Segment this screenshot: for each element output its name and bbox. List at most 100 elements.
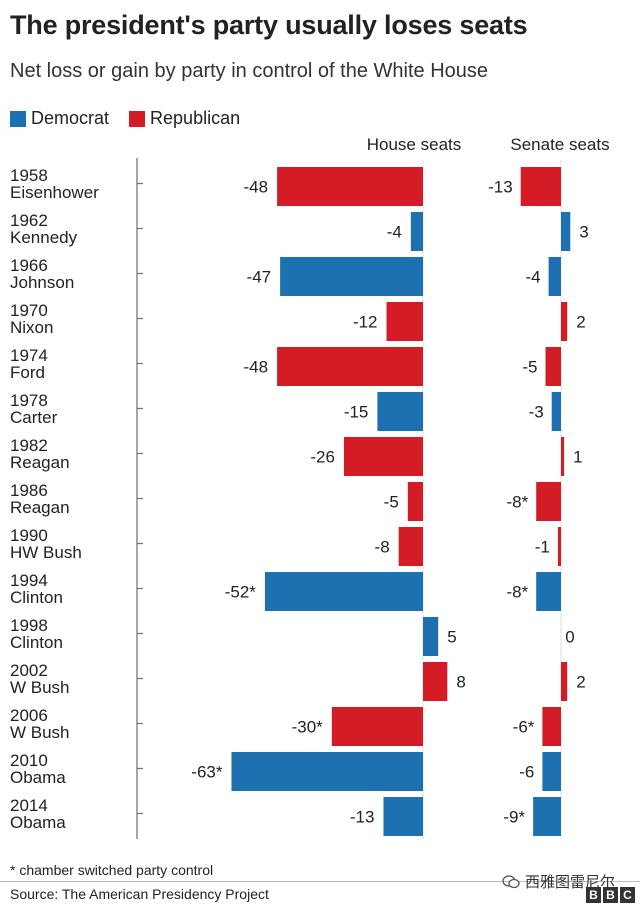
senate-bar — [545, 347, 561, 386]
legend-democrat-label: Democrat — [31, 108, 110, 128]
house-bar — [231, 752, 423, 791]
watermark: 西雅图雷尼尔 — [502, 871, 615, 892]
panel-label-house: House seats — [367, 135, 462, 154]
legend-republican-label: Republican — [150, 108, 241, 128]
house-value-label: -15 — [344, 403, 369, 422]
senate-bar — [548, 257, 561, 296]
legend-democrat: Democrat — [10, 108, 109, 129]
house-bar — [277, 167, 423, 206]
house-value-label: -13 — [350, 808, 375, 827]
row-year-label: 1970 — [10, 301, 48, 320]
row-year-label: 2014 — [10, 796, 48, 815]
house-bar — [407, 482, 423, 521]
row-year-label: 1998 — [10, 616, 48, 635]
row-president-label: HW Bush — [10, 543, 82, 562]
row-president-label: Kennedy — [10, 228, 78, 247]
bbc-letter-3: C — [620, 887, 635, 903]
row-president-label: Reagan — [10, 453, 70, 472]
house-value-label: -30* — [292, 718, 324, 737]
senate-value-label: -6* — [513, 718, 535, 737]
house-bar — [277, 347, 423, 386]
senate-bar — [557, 527, 561, 566]
row-president-label: Ford — [10, 363, 45, 382]
row-president-label: Obama — [10, 768, 66, 787]
senate-value-label: -1 — [535, 538, 550, 557]
legend: Democrat Republican — [10, 108, 260, 129]
footnote: * chamber switched party control — [10, 862, 214, 878]
house-bar — [423, 662, 448, 701]
senate-value-label: -4 — [525, 268, 540, 287]
senate-bar — [542, 752, 561, 791]
row-year-label: 1966 — [10, 256, 48, 275]
row-president-label: Clinton — [10, 588, 63, 607]
bbc-letter-2: B — [603, 887, 618, 903]
house-value-label: -12 — [353, 313, 378, 332]
house-bar — [398, 527, 423, 566]
house-bar — [386, 302, 423, 341]
legend-republican-swatch — [129, 110, 146, 127]
house-bar — [331, 707, 423, 746]
legend-republican: Republican — [129, 108, 240, 129]
senate-value-label: 1 — [573, 448, 582, 467]
senate-value-label: 0 — [565, 628, 574, 647]
house-value-label: -4 — [387, 223, 402, 242]
senate-value-label: -8* — [506, 583, 528, 602]
senate-value-label: -6 — [519, 763, 534, 782]
row-president-label: W Bush — [10, 678, 70, 697]
senate-value-label: 2 — [576, 673, 585, 692]
senate-bar — [542, 707, 561, 746]
legend-democrat-swatch — [10, 110, 26, 127]
senate-value-label: -3 — [529, 403, 544, 422]
row-president-label: Obama — [10, 813, 66, 832]
house-bar — [280, 257, 423, 296]
row-year-label: 2002 — [10, 661, 48, 680]
house-value-label: -63* — [191, 763, 223, 782]
panel-label-senate: Senate seats — [510, 135, 609, 154]
senate-bar — [551, 392, 561, 431]
house-bar — [343, 437, 423, 476]
senate-value-label: -9* — [503, 808, 525, 827]
watermark-text: 西雅图雷尼尔 — [525, 874, 616, 891]
row-year-label: 1974 — [10, 346, 48, 365]
chart-subtitle: Net loss or gain by party in control of … — [10, 60, 489, 82]
house-value-label: -52* — [225, 583, 257, 602]
row-year-label: 1978 — [10, 391, 48, 410]
senate-bar — [536, 482, 561, 521]
row-year-label: 1990 — [10, 526, 48, 545]
row-year-label: 1994 — [10, 571, 48, 590]
house-bar — [264, 572, 423, 611]
senate-value-label: -8* — [506, 493, 528, 512]
house-value-label: 5 — [447, 628, 456, 647]
senate-bar — [561, 662, 568, 701]
source-divider — [0, 881, 640, 882]
row-president-label: Reagan — [10, 498, 70, 517]
house-value-label: 8 — [456, 673, 465, 692]
row-year-label: 1986 — [10, 481, 48, 500]
house-bar — [377, 392, 423, 431]
row-president-label: Eisenhower — [10, 183, 99, 202]
source-text: Source: The American Presidency Project — [10, 886, 269, 902]
senate-bar — [561, 302, 568, 341]
house-value-label: -8 — [375, 538, 390, 557]
row-president-label: Johnson — [10, 273, 74, 292]
row-year-label: 2010 — [10, 751, 48, 770]
row-president-label: Clinton — [10, 633, 63, 652]
house-bar — [383, 797, 423, 836]
house-value-label: -48 — [244, 178, 269, 197]
chart-title: The president's party usually loses seat… — [10, 10, 528, 40]
senate-value-label: 3 — [579, 223, 588, 242]
row-year-label: 2006 — [10, 706, 48, 725]
house-value-label: -26 — [310, 448, 335, 467]
senate-value-label: -5 — [522, 358, 537, 377]
house-value-label: -47 — [247, 268, 272, 287]
house-value-label: -5 — [384, 493, 399, 512]
row-year-label: 1982 — [10, 436, 48, 455]
wechat-icon — [502, 874, 520, 888]
senate-bar — [561, 437, 565, 476]
row-president-label: Carter — [10, 408, 58, 427]
house-bar — [410, 212, 423, 251]
bbc-logo: B B C — [584, 887, 635, 903]
senate-value-label: -13 — [488, 178, 513, 197]
row-president-label: W Bush — [10, 723, 70, 742]
row-year-label: 1958 — [10, 166, 48, 185]
